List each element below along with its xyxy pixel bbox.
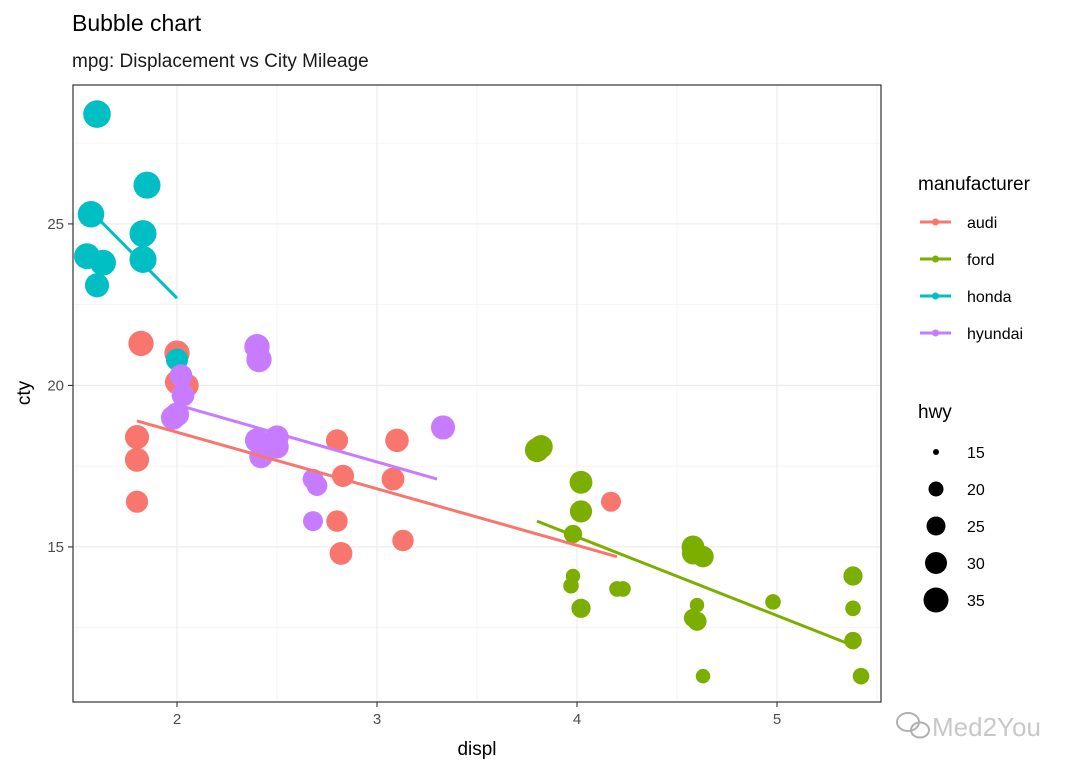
bubble-honda — [129, 245, 157, 273]
chart-title: Bubble chart — [72, 10, 202, 36]
y-tick-label: 15 — [47, 539, 64, 556]
bubble-hyundai — [430, 415, 456, 440]
bubble-hyundai — [265, 435, 289, 459]
bubble-ford — [569, 470, 593, 494]
size-legend-key — [925, 552, 947, 574]
bubble-audi — [381, 467, 405, 491]
legend-label-hyundai: hyundai — [967, 326, 1023, 343]
bubble-ford — [687, 611, 707, 631]
bubble-ford — [529, 435, 553, 459]
trend-lines — [95, 216, 858, 649]
bubble-ford — [569, 500, 593, 523]
bubble-audi — [326, 510, 348, 532]
bubble-ford — [615, 581, 631, 597]
chart-subtitle: mpg: Displacement vs City Mileage — [72, 51, 369, 72]
legend-key-point-honda — [932, 292, 939, 300]
y-tick-label: 20 — [47, 377, 64, 394]
y-axis-label: cty — [14, 380, 35, 405]
bubble-ford — [843, 566, 863, 586]
bubble-honda — [90, 249, 116, 276]
size-legend-label: 15 — [967, 445, 985, 462]
watermark-text: Med2You — [932, 712, 1041, 742]
size-legend-key — [933, 449, 939, 455]
bubble-honda — [83, 100, 111, 128]
y-tick-label: 25 — [47, 216, 64, 233]
size-legend-label: 20 — [967, 482, 985, 499]
x-tick-label: 5 — [773, 711, 781, 728]
x-axis-label: displ — [457, 739, 496, 760]
data-points — [74, 100, 870, 685]
bubble-hyundai — [160, 405, 186, 430]
legend-label-honda: honda — [967, 289, 1012, 306]
legend-label-audi: audi — [967, 215, 997, 232]
bubble-ford — [845, 600, 861, 617]
legend-key-point-hyundai — [932, 329, 939, 337]
bubble-audi — [329, 541, 353, 565]
trend-line-ford — [536, 519, 858, 649]
x-tick-label: 3 — [373, 711, 381, 728]
bubble-ford — [692, 545, 714, 568]
bubble-hyundai — [169, 364, 193, 388]
bubble-audi — [600, 491, 622, 512]
bubble-audi — [392, 529, 414, 552]
bubble-audi — [128, 330, 154, 357]
bubble-ford — [852, 667, 870, 685]
bubble-audi — [325, 429, 349, 452]
size-legend-items: 15 20 25 30 35 — [923, 445, 985, 613]
trend-line-honda — [95, 216, 179, 300]
bubble-ford — [571, 598, 591, 618]
watermark: Med2You — [896, 712, 1041, 742]
size-legend-label: 35 — [967, 593, 985, 610]
bubble-audi — [124, 447, 150, 472]
bubble-hyundai — [302, 511, 324, 532]
bubble-audi — [125, 490, 149, 513]
size-legend-label: 30 — [967, 556, 985, 573]
axes: 2 3 4 5 15 20 25 — [47, 216, 781, 728]
size-legend-label: 25 — [967, 519, 985, 536]
trend-line-hyundai — [176, 403, 438, 481]
bubble-ford — [689, 597, 705, 613]
x-tick-label: 4 — [573, 711, 581, 728]
bubble-ford — [765, 594, 781, 610]
bubble-hyundai — [306, 475, 328, 496]
size-legend-title: hwy — [918, 402, 952, 423]
bubble-honda — [129, 220, 157, 248]
trend-line-audi — [136, 419, 618, 559]
size-legend-key — [926, 516, 946, 536]
plot-panel-border — [72, 84, 882, 703]
wechat-icon — [896, 712, 930, 739]
legend-key-point-ford — [932, 255, 939, 263]
bubble-honda — [133, 171, 161, 199]
size-legend-key — [928, 481, 944, 497]
color-legend-title: manufacturer — [918, 174, 1031, 195]
legend-label-ford: ford — [967, 252, 995, 269]
color-legend-items: audi ford honda hyundai — [920, 215, 1023, 343]
bubble-ford — [695, 668, 711, 684]
bubble-ford — [563, 577, 579, 594]
size-legend-key — [923, 587, 949, 613]
bubble-hyundai — [246, 346, 272, 373]
bubble-honda — [77, 200, 105, 228]
bubble-audi — [124, 425, 150, 450]
bubble-hyundai — [171, 383, 195, 407]
x-tick-label: 2 — [173, 711, 181, 728]
legend-key-point-audi — [932, 218, 939, 226]
legend: manufacturer audi ford honda hyundai hwy 15… — [918, 174, 1031, 613]
bubble-honda — [84, 273, 110, 298]
bubble-audi — [385, 428, 409, 453]
